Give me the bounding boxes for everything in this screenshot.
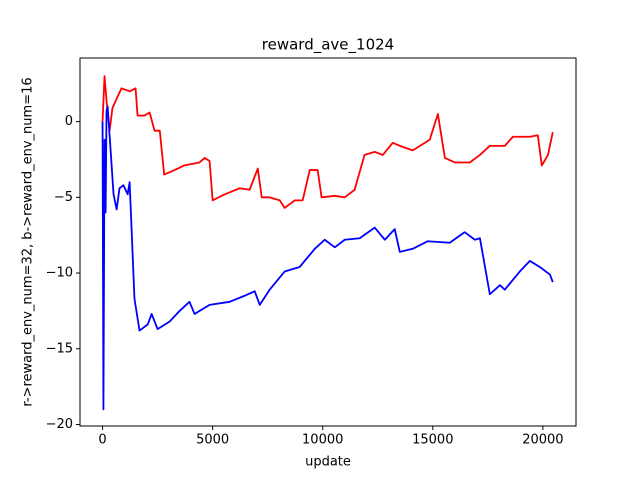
x-axis-label: update — [305, 455, 351, 470]
y-tick-label: −10 — [46, 266, 73, 281]
chart-title: reward_ave_1024 — [262, 36, 394, 55]
x-tick-label: 5000 — [196, 433, 229, 448]
line-series — [101, 75, 554, 209]
y-tick-label: 0 — [65, 114, 73, 129]
x-tick-label: 10000 — [302, 433, 343, 448]
y-tick-label: −5 — [54, 190, 73, 205]
line-series — [101, 105, 554, 411]
x-tick-label: 20000 — [522, 433, 563, 448]
y-axis-label: r->reward_env_num=32, b->reward_env_num=… — [21, 77, 36, 406]
y-tick-label: −20 — [46, 417, 73, 432]
y-tick-label: −15 — [46, 341, 73, 356]
x-tick-label: 0 — [98, 433, 106, 448]
x-tick-label: 15000 — [412, 433, 453, 448]
plot-frame — [79, 57, 577, 427]
